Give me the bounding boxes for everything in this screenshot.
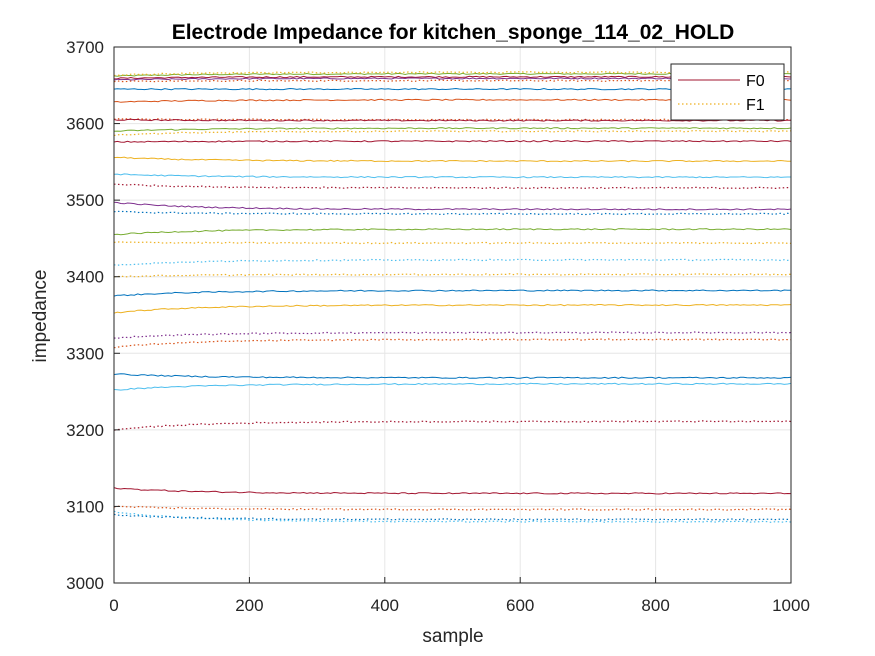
plot-area bbox=[114, 47, 791, 583]
y-tick-label: 3100 bbox=[66, 497, 104, 516]
series-line-21 bbox=[113, 289, 792, 297]
series-line-28 bbox=[113, 487, 792, 495]
series-line-13 bbox=[113, 173, 791, 179]
y-tick-label: 3700 bbox=[66, 38, 104, 57]
series-line-26 bbox=[113, 382, 792, 391]
y-tick-label: 3400 bbox=[66, 268, 104, 287]
y-axis-label: impedance bbox=[30, 270, 51, 363]
x-tick-label: 200 bbox=[235, 596, 263, 615]
series-line-17 bbox=[113, 228, 792, 236]
series-line-25 bbox=[113, 373, 792, 379]
x-tick-label: 1000 bbox=[772, 596, 810, 615]
grid bbox=[114, 47, 791, 583]
x-axis-label: sample bbox=[422, 626, 483, 647]
x-tick-label: 400 bbox=[371, 596, 399, 615]
y-tick-label: 3300 bbox=[66, 344, 104, 363]
legend-box bbox=[670, 63, 785, 121]
y-tick-label: 3000 bbox=[66, 574, 104, 593]
legend: F0 F1 bbox=[670, 63, 785, 121]
x-tick-label: 600 bbox=[506, 596, 534, 615]
series-line-12 bbox=[113, 156, 791, 163]
axis-ticks: 0 200 400 600 800 1000 3000 3100 3200 3300 3400 350… bbox=[66, 38, 810, 615]
x-tick-label: 800 bbox=[641, 596, 669, 615]
series-line-8 bbox=[113, 118, 792, 122]
legend-label-f1: F1 bbox=[746, 97, 765, 114]
y-tick-label: 3600 bbox=[66, 115, 104, 134]
y-tick-label: 3200 bbox=[66, 421, 104, 440]
series-line-22 bbox=[113, 303, 792, 314]
series-line-11 bbox=[113, 140, 792, 143]
chart-title: Electrode Impedance for kitchen_sponge_1… bbox=[172, 21, 735, 44]
legend-label-f0: F0 bbox=[746, 73, 765, 90]
plot-frame bbox=[113, 46, 792, 584]
x-tick-label: 0 bbox=[109, 596, 118, 615]
series-line-15 bbox=[113, 201, 792, 211]
y-tick-label: 3500 bbox=[66, 191, 104, 210]
series-line-9 bbox=[113, 127, 792, 132]
